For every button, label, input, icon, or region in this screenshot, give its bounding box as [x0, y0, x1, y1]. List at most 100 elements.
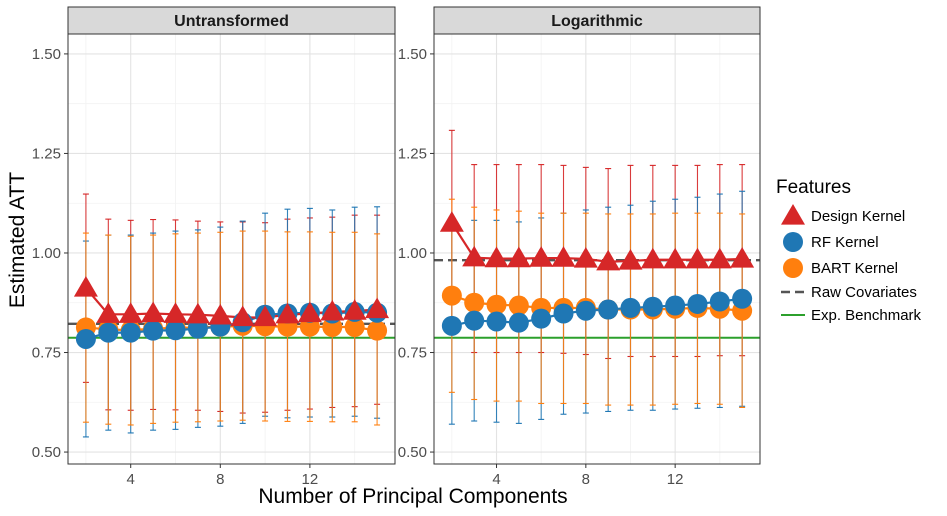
y-tick-label: 1.25 — [32, 145, 61, 162]
x-axis-title: Number of Principal Components — [258, 485, 567, 508]
series-points — [73, 276, 390, 349]
design-kernel-point — [365, 297, 390, 319]
design-kernel-point — [707, 247, 732, 269]
design-kernel-point — [730, 246, 755, 268]
bart-kernel-point — [344, 317, 365, 338]
rf-kernel-point — [143, 320, 164, 341]
design-kernel-point — [118, 302, 143, 323]
design-kernel-point — [141, 301, 166, 323]
rf-kernel-point — [508, 312, 529, 333]
design-kernel-point — [320, 299, 345, 321]
design-kernel-point — [297, 301, 322, 323]
design-kernel-point — [640, 247, 665, 269]
design-kernel-point — [484, 246, 509, 268]
rf-kernel-point — [75, 328, 96, 349]
rf-kernel-point — [598, 299, 619, 320]
legend-rf-kernel-key — [783, 232, 803, 252]
design-kernel-point — [618, 248, 643, 270]
plot-background — [434, 34, 760, 464]
rf-kernel-point — [665, 295, 686, 316]
y-tick-label: 1.00 — [398, 245, 427, 262]
legend-item-bench: Exp. Benchmark — [781, 307, 922, 324]
panel-border — [433, 33, 761, 465]
axis-titles: Estimated ATT Number of Principal Compon… — [6, 172, 568, 508]
x-axis: 4 8 12 — [492, 464, 683, 488]
design-kernel-point — [208, 303, 233, 325]
rf-kernel-point — [553, 303, 574, 324]
y-tick-label: 1.00 — [32, 245, 61, 262]
y-tick-label: 0.50 — [32, 444, 61, 461]
design-kernel-point — [275, 302, 300, 324]
design-kernel-point — [253, 305, 278, 327]
rf-kernel-point — [732, 288, 753, 309]
design-kernel-point — [185, 302, 210, 324]
legend-label: Exp. Benchmark — [811, 307, 922, 324]
panel-logarithmic: Logarithmic 0.50 0.75 1.00 1.25 1.50 4 8 12 — [398, 6, 761, 488]
legend-label: Design Kernel — [811, 208, 905, 225]
legend: Features Design Kernel RF Kernel BART Kern… — [776, 177, 922, 324]
design-kernel-point — [506, 246, 531, 268]
legend-item-design: Design Kernel — [781, 204, 905, 225]
rf-kernel-point — [441, 315, 462, 336]
y-tick-label: 1.50 — [32, 46, 61, 63]
bart-kernel-point — [508, 295, 529, 316]
x-tick-label: 12 — [302, 471, 319, 488]
rf-kernel-point — [187, 318, 208, 339]
rf-kernel-point — [709, 291, 730, 312]
y-tick-label: 0.50 — [398, 444, 427, 461]
panel-untransformed: Untransformed 0.50 0.75 1.00 1.25 1.50 4 8 12 — [32, 6, 396, 488]
panel-title: Untransformed — [174, 13, 289, 30]
legend-label: Raw Covariates — [811, 284, 917, 301]
rf-kernel-point — [165, 320, 186, 341]
design-kernel-point — [596, 249, 621, 271]
legend-item-bart: BART Kernel — [783, 258, 898, 278]
rf-kernel-point — [486, 311, 507, 332]
design-kernel-point — [439, 211, 464, 232]
legend-label: BART Kernel — [811, 260, 898, 277]
y-tick-label: 1.50 — [398, 46, 427, 63]
series-points — [439, 211, 755, 336]
y-axis: 0.50 0.75 1.00 1.25 1.50 — [32, 46, 68, 461]
design-kernel-point — [342, 299, 367, 320]
bart-kernel-point — [367, 320, 388, 341]
y-tick-label: 1.25 — [398, 145, 427, 162]
x-tick-label: 12 — [667, 471, 684, 488]
rf-kernel-point — [120, 322, 141, 343]
y-axis-title: Estimated ATT — [6, 172, 29, 308]
panel-title: Logarithmic — [551, 13, 643, 30]
design-kernel-point — [163, 302, 188, 323]
design-kernel-point — [551, 246, 576, 267]
design-kernel-point — [573, 246, 598, 268]
legend-label: RF Kernel — [811, 234, 879, 251]
panel-border — [67, 33, 396, 465]
design-kernel-point — [663, 247, 688, 269]
rf-kernel-point — [464, 310, 485, 331]
design-kernel-point — [230, 305, 255, 327]
bart-kernel-point — [464, 292, 485, 313]
x-tick-label: 4 — [127, 471, 135, 488]
design-kernel-point — [462, 245, 487, 267]
design-kernel-point — [73, 276, 98, 297]
bart-kernel-point — [441, 285, 462, 306]
rf-kernel-point — [531, 308, 552, 329]
y-tick-label: 0.75 — [32, 345, 61, 362]
y-tick-label: 0.75 — [398, 345, 427, 362]
design-kernel-point — [685, 247, 710, 269]
x-tick-label: 8 — [582, 471, 590, 488]
legend-design-kernel-key — [781, 204, 805, 225]
x-tick-label: 4 — [492, 471, 500, 488]
legend-item-rf: RF Kernel — [783, 232, 879, 252]
x-axis: 4 8 12 — [127, 464, 319, 488]
rf-kernel-point — [687, 293, 708, 314]
rf-kernel-point — [620, 297, 641, 318]
bart-kernel-point — [486, 294, 507, 315]
design-kernel-point — [529, 246, 554, 267]
rf-kernel-point — [98, 322, 119, 343]
panel-strip — [67, 6, 396, 35]
legend-title: Features — [776, 177, 851, 198]
y-axis: 0.50 0.75 1.00 1.25 1.50 — [398, 46, 434, 461]
design-kernel-point — [96, 302, 121, 323]
legend-bart-kernel-key — [783, 258, 803, 278]
